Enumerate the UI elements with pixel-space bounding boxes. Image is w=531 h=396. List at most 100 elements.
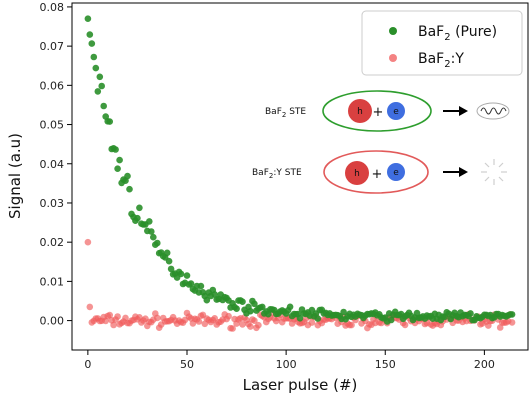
x-tick-label: 0 (84, 358, 91, 371)
point-pure (187, 280, 195, 287)
point-pure (112, 146, 119, 153)
legend-label-pure: BaF2 (Pure) (418, 24, 497, 43)
y-axis-title: Signal (a.u) (6, 133, 24, 219)
point-pure (340, 308, 347, 316)
point-pure (92, 64, 100, 72)
point-pure (233, 305, 240, 313)
point-pure (163, 249, 171, 257)
electron-label-doped: e (393, 168, 399, 178)
point-doped (154, 314, 161, 322)
point-doped (84, 238, 92, 246)
emission-bubble-icon (476, 102, 510, 120)
electron-label: e (393, 107, 399, 117)
x-axis-title: Laser pulse (#) (243, 376, 358, 394)
point-pure (251, 300, 258, 308)
hole-icon-doped (345, 161, 369, 185)
light-wave-icon (480, 107, 507, 115)
point-pure (98, 82, 105, 90)
point-pure (286, 303, 294, 311)
point-pure (96, 73, 104, 81)
doped-exciton-ring (323, 150, 429, 194)
y-tick-label: 0.08 (40, 1, 65, 14)
point-pure (106, 118, 113, 125)
point-doped (86, 303, 94, 311)
point-doped (251, 317, 258, 325)
point-doped (401, 321, 409, 329)
point-doped (225, 312, 232, 320)
inset-illustration: BaF2 STE h + e BaF2:Y STE h + e (252, 90, 510, 194)
y-tick-label: 0.07 (40, 40, 65, 53)
pure-exciton-ring (322, 90, 432, 132)
point-pure (90, 53, 98, 61)
y-tick-label: 0.02 (40, 236, 65, 249)
hole-label: h (357, 107, 363, 117)
inset-label-doped: BaF2:Y STE (252, 168, 302, 180)
hole-icon (348, 99, 372, 123)
point-pure (116, 156, 123, 164)
point-pure (146, 218, 153, 225)
point-pure (203, 296, 211, 304)
y-tick-label: 0.06 (40, 79, 65, 92)
plus-sign: + (373, 105, 384, 120)
point-pure (150, 233, 157, 241)
y-tick-label: 0.01 (40, 275, 65, 288)
point-pure (167, 265, 175, 273)
y-tick-label: 0.05 (40, 119, 65, 132)
x-tick-label: 150 (375, 358, 396, 371)
point-doped (496, 324, 504, 331)
point-pure (124, 172, 131, 180)
legend-marker-pure (389, 27, 397, 35)
point-doped (114, 313, 121, 320)
point-pure (467, 310, 474, 317)
arrow-head-doped (459, 167, 468, 177)
legend: BaF2 (Pure) BaF2:Y (361, 10, 523, 76)
point-pure (88, 40, 96, 47)
legend-marker-doped (389, 54, 397, 62)
electron-icon (387, 102, 405, 120)
x-tick-label: 50 (180, 358, 194, 371)
point-pure (211, 291, 218, 298)
point-pure (126, 185, 133, 193)
point-doped (247, 323, 254, 330)
point-pure (387, 316, 395, 324)
inset-label-pure: BaF2 STE (265, 107, 306, 119)
point-pure (177, 270, 185, 278)
point-pure (247, 307, 254, 315)
point-pure (239, 298, 246, 306)
legend-label-doped: BaF2:Y (418, 51, 464, 70)
arrow-head-pure (459, 106, 468, 116)
hole-label-doped: h (354, 169, 360, 179)
point-doped (106, 311, 113, 319)
y-tick-label: 0.00 (40, 315, 65, 328)
point-pure (314, 315, 322, 322)
electron-icon-doped (387, 163, 405, 181)
point-doped (239, 321, 246, 328)
point-pure (100, 102, 107, 110)
x-tick-label: 100 (276, 358, 297, 371)
point-pure (259, 303, 266, 311)
point-pure (148, 228, 155, 235)
point-doped (508, 319, 516, 326)
point-pure (86, 31, 94, 38)
point-pure (114, 165, 121, 172)
point-pure (296, 315, 304, 322)
axis-ticks: 0 50 100 150 200 0.00 0.01 0.02 0.03 0.04 0.05 0.06… (40, 1, 495, 371)
point-doped (255, 321, 262, 329)
point-pure (84, 15, 92, 22)
point-pure (136, 204, 143, 212)
x-tick-label: 200 (474, 358, 495, 371)
point-doped (195, 318, 203, 325)
y-tick-label: 0.04 (40, 158, 65, 171)
data-points (84, 15, 516, 332)
plus-sign-doped: + (372, 167, 383, 182)
point-pure (183, 272, 191, 279)
point-pure (165, 257, 173, 265)
no-emission-burst-icon (481, 159, 507, 185)
y-tick-label: 0.03 (40, 197, 65, 210)
legend-box (361, 10, 523, 76)
point-doped (229, 325, 236, 332)
point-pure (134, 214, 141, 222)
point-doped (122, 314, 129, 322)
point-doped (348, 321, 355, 329)
